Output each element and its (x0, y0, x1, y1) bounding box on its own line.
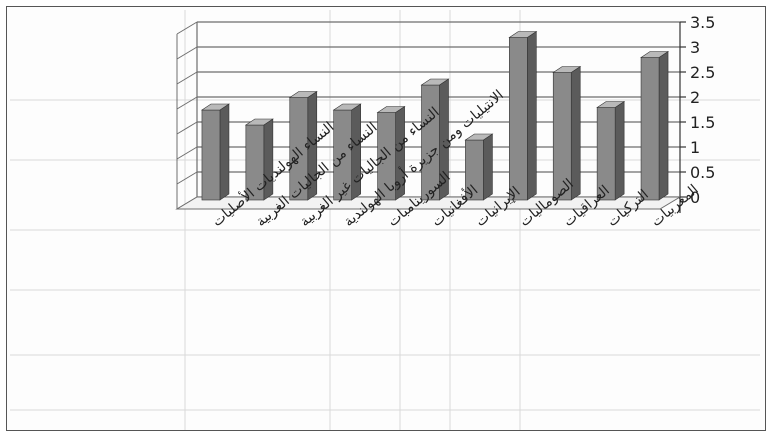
bar (552, 65, 582, 201)
y-tick-label: 0 (690, 188, 700, 207)
y-tick-label: 2.5 (690, 63, 715, 82)
bar-side (483, 133, 493, 201)
side-wall-line (176, 46, 198, 60)
bar-side (570, 65, 581, 201)
bar (200, 103, 230, 201)
y-tick-label: 2 (690, 88, 700, 107)
bar (596, 100, 626, 201)
bar (376, 105, 406, 201)
bar-top (464, 133, 494, 141)
bar (244, 118, 274, 201)
bar (640, 50, 670, 201)
bar-side (219, 103, 230, 201)
y-tick-label: 1 (690, 138, 700, 157)
y-tick-label: 1.5 (690, 113, 715, 132)
chart-frame (6, 6, 766, 431)
bars (200, 30, 670, 201)
bar (288, 90, 318, 201)
bar-top (244, 118, 274, 126)
bar-top (508, 31, 538, 38)
bar-top (200, 103, 230, 111)
y-tick-label: 3 (690, 38, 700, 57)
bar-front (201, 109, 221, 201)
bar (420, 78, 450, 201)
y-axis-ticks: 0 0.5 1 1.5 2 2.5 3 3.5 (680, 13, 715, 207)
side-wall-line (176, 121, 198, 135)
bar-side (658, 50, 669, 201)
bar-top (552, 66, 582, 73)
side-wall-line (176, 146, 198, 160)
bar-top (596, 101, 626, 108)
side-wall-line (176, 171, 198, 185)
y-tick-label: 3.5 (690, 13, 715, 32)
y-tick-label: 0.5 (690, 163, 715, 182)
bar (332, 103, 362, 201)
bar-top (420, 78, 450, 86)
bar-side (527, 30, 537, 201)
side-wall-line (176, 71, 198, 85)
bar (508, 30, 538, 201)
bar-front (509, 37, 528, 201)
side-wall-line (176, 96, 198, 110)
bar (464, 133, 494, 201)
side-wall-line (176, 21, 198, 35)
bar-front (640, 57, 660, 201)
bar-side (614, 100, 625, 201)
bar-top (332, 103, 362, 111)
bar-top (288, 91, 318, 98)
bar-top (640, 51, 670, 58)
bar-top (376, 106, 406, 113)
